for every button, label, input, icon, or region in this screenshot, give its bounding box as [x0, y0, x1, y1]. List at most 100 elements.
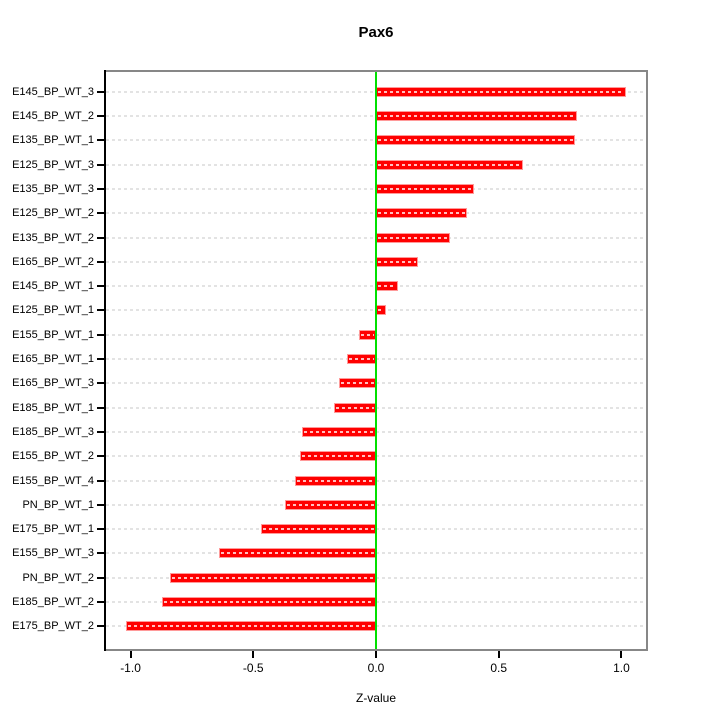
x-tick: [252, 651, 255, 658]
y-tick-label: E165_BP_WT_2: [12, 255, 94, 268]
bar-dash-pattern: [378, 212, 465, 215]
x-axis-label: Z-value: [355, 691, 396, 705]
y-tick: [97, 236, 104, 239]
bar: [376, 183, 475, 194]
bar: [162, 597, 376, 607]
y-tick-label: PN_BP_WT_2: [22, 571, 94, 584]
bar-dash-pattern: [262, 528, 374, 531]
bar: [285, 499, 376, 510]
y-tick: [97, 187, 104, 190]
y-tick-label: E135_BP_WT_3: [12, 182, 94, 195]
y-tick-label: E155_BP_WT_4: [12, 474, 94, 487]
y-tick: [97, 455, 104, 458]
x-tick-label: 0.5: [490, 661, 508, 675]
y-tick: [97, 625, 104, 628]
y-tick: [97, 528, 104, 531]
plot-area: Z-value E145_BP_WT_3 E145_BP_WT_2 E135_BP_…: [12, 70, 648, 705]
y-tick-label: E145_BP_WT_3: [12, 85, 94, 98]
bar-dash-pattern: [301, 455, 374, 458]
bar: [376, 256, 418, 267]
y-tick-label: PN_BP_WT_1: [22, 498, 94, 511]
bar: [358, 329, 376, 340]
y-tick-label: E185_BP_WT_3: [12, 425, 94, 438]
y-tick: [97, 333, 104, 336]
bar: [376, 86, 627, 97]
bar-dash-pattern: [378, 139, 573, 142]
bar: [299, 451, 376, 462]
x-tick: [129, 651, 132, 658]
y-tick-label: E145_BP_WT_1: [12, 280, 94, 293]
y-tick: [97, 309, 104, 312]
bar-dash-pattern: [127, 625, 374, 628]
zero-line: [375, 72, 377, 649]
y-tick-label: E125_BP_WT_1: [12, 304, 94, 317]
y-tick: [97, 479, 104, 482]
chart-title: Pax6: [358, 24, 394, 41]
y-axis-line: [104, 70, 106, 651]
y-tick-label: E165_BP_WT_3: [12, 377, 94, 390]
bar-dash-pattern: [378, 236, 448, 239]
bar-dash-pattern: [220, 552, 374, 555]
y-tick: [97, 90, 104, 93]
bar-dash-pattern: [378, 163, 522, 166]
x-tick: [375, 651, 377, 658]
y-tick-label: E125_BP_WT_3: [12, 158, 94, 171]
bar-dash-pattern: [336, 406, 374, 409]
bar-dash-pattern: [341, 382, 374, 385]
x-tick-label: 1.0: [613, 661, 630, 675]
x-tick-label: 0.0: [367, 661, 385, 675]
bar: [334, 402, 376, 413]
y-tick: [97, 552, 104, 555]
y-tick-label: E135_BP_WT_1: [12, 134, 94, 147]
bar-dash-pattern: [304, 430, 374, 433]
y-tick-label: E145_BP_WT_2: [12, 110, 94, 122]
x-tick: [497, 651, 500, 658]
y-tick-label: E135_BP_WT_2: [12, 231, 94, 244]
bar: [125, 621, 376, 632]
y-tick-label: E125_BP_WT_2: [12, 207, 94, 220]
bar-dash-pattern: [378, 90, 625, 93]
bar-dash-pattern: [348, 358, 374, 360]
y-tick: [97, 576, 104, 579]
bar-dash-pattern: [164, 601, 374, 603]
y-tick: [97, 212, 104, 215]
bar: [218, 548, 376, 559]
x-tick: [620, 651, 623, 658]
bar: [376, 281, 399, 292]
y-tick: [97, 430, 104, 433]
y-tick-label: E185_BP_WT_1: [12, 401, 94, 414]
bar: [295, 475, 376, 486]
y-tick: [97, 115, 104, 117]
y-tick-label: E175_BP_WT_2: [12, 620, 94, 633]
bar-dash-pattern: [378, 187, 473, 190]
bar: [376, 135, 575, 146]
y-tick-label: E155_BP_WT_2: [12, 450, 94, 463]
y-tick: [97, 358, 104, 360]
bar-dash-pattern: [297, 479, 374, 482]
y-tick: [97, 260, 104, 263]
y-tick: [97, 601, 104, 603]
y-tick: [97, 285, 104, 288]
y-tick-label: E165_BP_WT_1: [12, 353, 94, 365]
bar: [260, 524, 376, 535]
bar: [376, 208, 467, 219]
bar-dash-pattern: [378, 115, 576, 117]
y-tick: [97, 382, 104, 385]
y-tick: [97, 163, 104, 166]
bar: [339, 378, 376, 389]
y-tick: [97, 406, 104, 409]
bar-dash-pattern: [360, 333, 374, 336]
y-tick: [97, 139, 104, 142]
bar: [302, 426, 376, 437]
x-tick-label: -0.5: [242, 661, 264, 675]
y-tick: [97, 503, 104, 506]
bar: [376, 111, 578, 121]
bar: [169, 572, 376, 583]
bar: [376, 305, 386, 316]
bar-dash-pattern: [287, 503, 374, 506]
bar-dash-pattern: [171, 576, 374, 579]
bar: [376, 159, 524, 170]
bar-dash-pattern: [378, 285, 397, 288]
y-tick-label: E155_BP_WT_1: [12, 328, 94, 341]
